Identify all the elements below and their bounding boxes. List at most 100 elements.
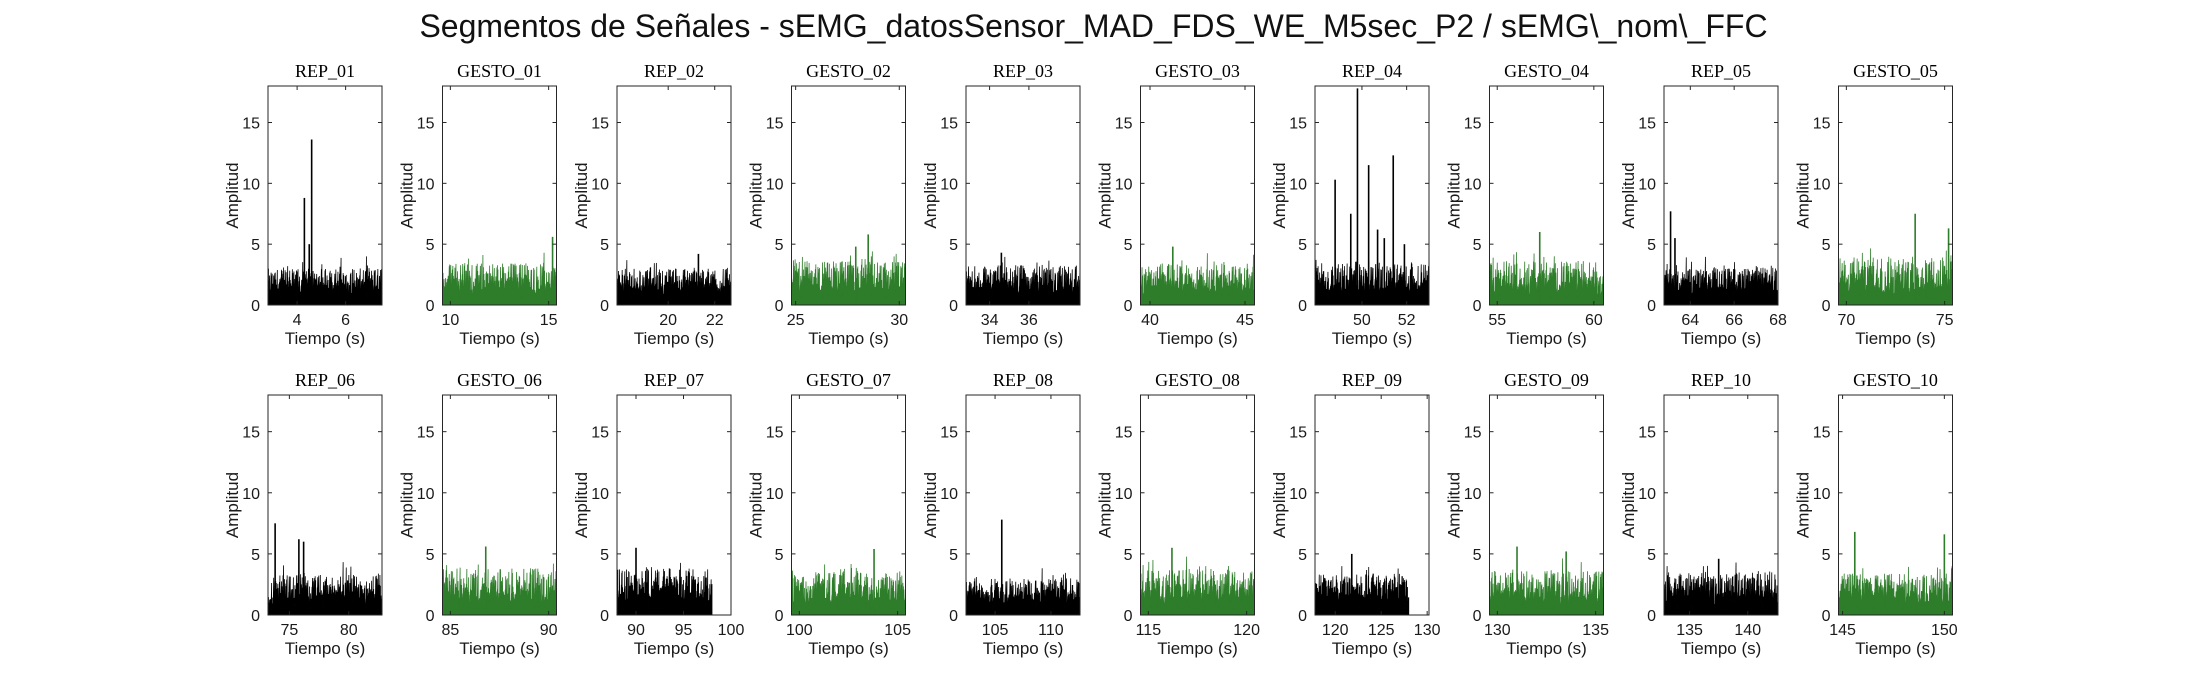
y-tick-label: 10: [1115, 176, 1133, 193]
x-axis-label: Tiempo (s): [459, 329, 540, 348]
subplot-title: GESTO_03: [1155, 61, 1240, 81]
x-tick-label: 135: [1582, 622, 1609, 639]
subplot-title: GESTO_09: [1504, 370, 1589, 390]
y-tick-label: 5: [775, 547, 784, 564]
x-tick-label: 120: [1233, 622, 1260, 639]
x-tick-label: 40: [1141, 312, 1159, 329]
subplot-title: REP_09: [1342, 370, 1402, 390]
x-tick-label: 75: [1936, 312, 1954, 329]
y-tick-label: 5: [426, 547, 435, 564]
y-tick-label: 5: [426, 237, 435, 254]
x-tick-label: 4: [293, 312, 302, 329]
x-axis-label: Tiempo (s): [1681, 329, 1762, 348]
y-tick-label: 0: [1473, 608, 1482, 625]
y-axis-label: Amplitud: [572, 162, 591, 228]
subplot-title: GESTO_06: [457, 370, 542, 390]
y-tick-label: 15: [591, 116, 609, 133]
y-tick-label: 0: [949, 608, 958, 625]
y-tick-label: 0: [1124, 298, 1133, 315]
subplot-rep_05: 0 5 10 15 64 66 68 REP_05 Tiempo (s) Amplitud: [1619, 61, 1787, 348]
y-tick-label: 5: [1822, 237, 1831, 254]
y-tick-label: 10: [417, 486, 435, 503]
y-tick-label: 15: [1289, 116, 1307, 133]
y-tick-label: 10: [1813, 176, 1831, 193]
y-axis-label: Amplitud: [921, 162, 940, 228]
subplot-gesto_10: 0 5 10 15 145 150 GESTO_10 Tiempo (s) Amplitud: [1794, 370, 1958, 658]
signal-area: [1838, 566, 1953, 616]
axes-box: [1314, 85, 1430, 306]
subplot-gesto_03: 0 5 10 15 40 45 GESTO_03 Tiempo (s) Amplitud: [1096, 61, 1255, 348]
y-axis-label: Amplitud: [1270, 472, 1289, 538]
subplot-title: REP_07: [644, 370, 704, 390]
x-tick-label: 135: [1676, 622, 1703, 639]
x-tick-label: 145: [1829, 622, 1856, 639]
y-tick-label: 10: [1115, 486, 1133, 503]
axes-box: [965, 394, 1081, 616]
y-tick-label: 0: [1473, 298, 1482, 315]
x-axis-label: Tiempo (s): [1855, 639, 1936, 658]
y-axis-label: Amplitud: [747, 472, 766, 538]
signal-area: [965, 256, 1081, 306]
x-tick-label: 55: [1488, 312, 1506, 329]
y-tick-label: 10: [1464, 486, 1482, 503]
figure-title: Segmentos de Señales - sEMG_datosSensor_…: [419, 8, 1768, 44]
subplot-gesto_04: 0 5 10 15 55 60 GESTO_04 Tiempo (s) Amplitud: [1445, 61, 1604, 348]
subplot-rep_06: 0 5 10 15 75 80 REP_06 Tiempo (s) Amplitud: [223, 370, 383, 658]
y-tick-label: 15: [1813, 425, 1831, 442]
y-tick-label: 0: [426, 608, 435, 625]
subplot-title: REP_08: [993, 370, 1053, 390]
x-tick-label: 70: [1837, 312, 1855, 329]
y-tick-label: 15: [1638, 116, 1656, 133]
y-tick-label: 10: [1464, 176, 1482, 193]
subplot-gesto_02: 0 5 10 15 25 30 GESTO_02 Tiempo (s) Amplitud: [747, 61, 909, 348]
x-axis-label: Tiempo (s): [1855, 329, 1936, 348]
axes-box: [442, 394, 557, 616]
x-tick-label: 95: [675, 622, 693, 639]
subplot-title: REP_04: [1342, 61, 1402, 81]
subplot-gesto_07: 0 5 10 15 100 105 GESTO_07 Tiempo (s) Amplitud: [747, 370, 912, 658]
y-tick-label: 0: [1822, 298, 1831, 315]
y-tick-label: 5: [1124, 547, 1133, 564]
y-tick-label: 0: [1822, 608, 1831, 625]
signal-area: [616, 562, 713, 616]
subplot-gesto_09: 0 5 10 15 130 135 GESTO_09 Tiempo (s) Amplitud: [1445, 370, 1610, 658]
axes-box: [791, 85, 906, 306]
y-tick-label: 0: [1124, 608, 1133, 625]
y-tick-label: 5: [1822, 547, 1831, 564]
y-tick-label: 10: [940, 486, 958, 503]
x-axis-label: Tiempo (s): [983, 639, 1064, 658]
y-tick-label: 0: [1647, 298, 1656, 315]
signal-area: [1489, 252, 1604, 306]
x-tick-label: 150: [1931, 622, 1958, 639]
y-tick-label: 10: [242, 486, 260, 503]
x-tick-label: 130: [1414, 622, 1441, 639]
y-tick-label: 0: [1298, 608, 1307, 625]
axes-box: [1140, 394, 1255, 616]
y-tick-label: 5: [775, 237, 784, 254]
signal-area: [1140, 556, 1255, 616]
y-tick-label: 15: [1813, 116, 1831, 133]
y-tick-label: 5: [600, 547, 609, 564]
y-axis-label: Amplitud: [747, 162, 766, 228]
y-axis-label: Amplitud: [1794, 162, 1813, 228]
y-tick-label: 15: [1638, 425, 1656, 442]
x-tick-label: 22: [706, 312, 724, 329]
x-tick-label: 105: [884, 622, 911, 639]
subplot-gesto_01: 0 5 10 15 10 15 GESTO_01 Tiempo (s) Amplitud: [398, 61, 558, 348]
x-tick-label: 52: [1398, 312, 1416, 329]
signal-area: [267, 562, 383, 616]
y-axis-label: Amplitud: [1794, 472, 1813, 538]
y-tick-label: 5: [1647, 547, 1656, 564]
y-tick-label: 10: [1289, 486, 1307, 503]
y-tick-label: 10: [1638, 176, 1656, 193]
subplot-title: GESTO_10: [1853, 370, 1938, 390]
signal-area: [267, 256, 383, 306]
x-tick-label: 85: [441, 622, 459, 639]
y-tick-label: 5: [1473, 547, 1482, 564]
x-axis-label: Tiempo (s): [1506, 329, 1587, 348]
x-axis-label: Tiempo (s): [808, 329, 889, 348]
axes-box: [791, 394, 906, 616]
axes-box: [616, 394, 732, 616]
y-tick-label: 10: [1638, 486, 1656, 503]
x-axis-label: Tiempo (s): [459, 639, 540, 658]
